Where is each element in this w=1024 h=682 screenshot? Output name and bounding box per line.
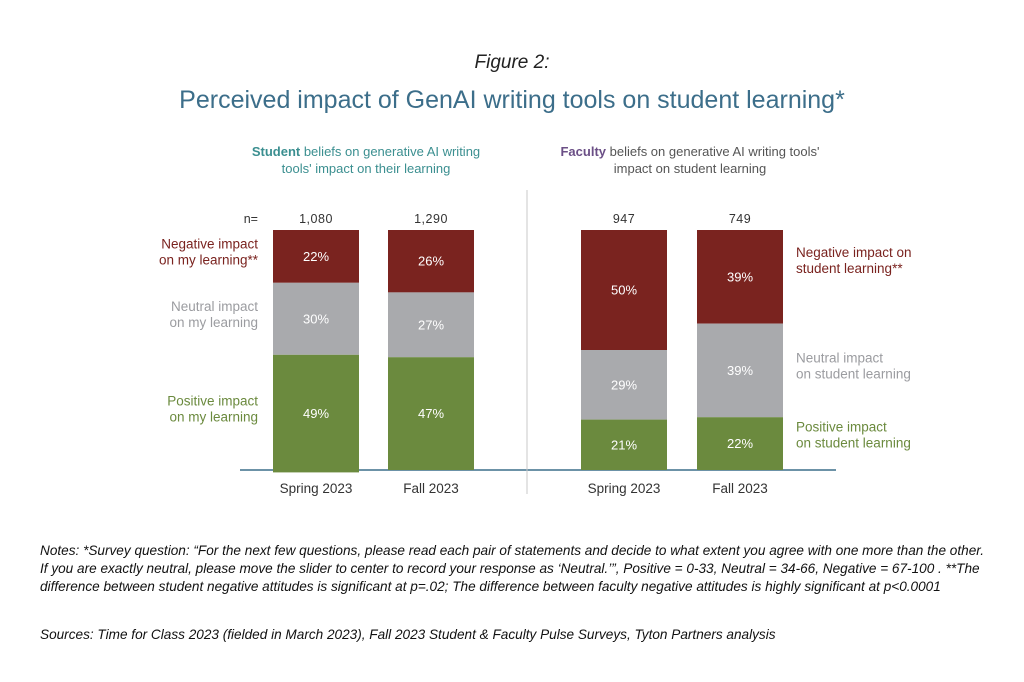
faculty-panel-heading: Faculty beliefs on generative AI writing… <box>558 143 822 177</box>
figure-label: Figure 2: <box>474 52 550 73</box>
faculty-panel-rest: beliefs on generative AI writing tools' … <box>606 144 820 176</box>
faculty-category-label-0: Spring 2023 <box>588 481 661 496</box>
student-bar-positive-1 <box>388 357 474 470</box>
student-legend-positive-line-1: on my learning <box>169 410 258 425</box>
faculty-legend-positive-line-0: Positive impact <box>796 420 887 435</box>
faculty-bar-negative-0 <box>581 230 667 350</box>
student-n-value-1: 1,290 <box>414 212 448 226</box>
faculty-legend-neutral-line-1: on student learning <box>796 366 911 381</box>
student-legend-positive-line-0: Positive impact <box>167 394 258 409</box>
student-legend-neutral-line-0: Neutral impact <box>171 299 258 314</box>
faculty-bar-positive-1 <box>697 417 783 470</box>
notes-text: Notes: *Survey question: “For the next f… <box>40 543 985 594</box>
student-legend-neutral-line-1: on my learning <box>169 315 258 330</box>
student-legend-negative-line-1: on my learning** <box>159 252 259 267</box>
faculty-legend-positive-line-1: on student learning <box>796 436 911 451</box>
student-data-label-positive-1: 47% <box>418 406 444 421</box>
faculty-data-label-positive-1: 22% <box>727 436 753 451</box>
faculty-data-label-positive-0: 21% <box>611 437 637 452</box>
student-legend-negative-line-0: Negative impact <box>161 236 258 251</box>
faculty-data-label-negative-0: 50% <box>611 283 637 298</box>
faculty-data-label-negative-1: 39% <box>727 269 753 284</box>
faculty-data-label-neutral-0: 29% <box>611 377 637 392</box>
student-data-label-negative-1: 26% <box>418 254 444 269</box>
faculty-bar-neutral-0 <box>581 350 667 420</box>
student-panel-heading: Student beliefs on generative AI writing… <box>240 143 492 177</box>
student-bar-negative-0 <box>273 230 359 283</box>
student-bar-positive-0 <box>273 354 359 473</box>
faculty-bar-neutral-1 <box>697 323 783 418</box>
student-panel-rest: beliefs on generative AI writing tools' … <box>281 144 481 176</box>
faculty-bar-positive-0 <box>581 419 667 470</box>
student-n-value-0: 1,080 <box>299 212 333 226</box>
stacked-bar-chart: 22% 30% 49% 1,080 Spring 2023 26% 27% 47% 1,290 F… <box>159 190 912 496</box>
faculty-bar-negative-1 <box>697 230 783 324</box>
student-bar-neutral-0 <box>273 282 359 355</box>
student-bar-negative-1 <box>388 230 474 293</box>
n-label: n= <box>244 212 258 226</box>
student-data-label-neutral-1: 27% <box>418 317 444 332</box>
student-category-label-0: Spring 2023 <box>280 481 353 496</box>
student-data-label-positive-0: 49% <box>303 406 329 421</box>
faculty-category-label-1: Fall 2023 <box>712 481 768 496</box>
student-category-label-1: Fall 2023 <box>403 481 459 496</box>
student-panel-lead: Student <box>251 144 301 159</box>
faculty-n-value-0: 947 <box>613 212 635 226</box>
faculty-legend-neutral-line-0: Neutral impact <box>796 350 883 365</box>
student-data-label-negative-0: 22% <box>303 249 329 264</box>
faculty-legend-negative-line-0: Negative impact on <box>796 245 912 260</box>
faculty-n-value-1: 749 <box>729 212 751 226</box>
faculty-panel-lead: Faculty <box>560 144 606 159</box>
faculty-data-label-neutral-1: 39% <box>727 363 753 378</box>
sources-text: Sources: Time for Class 2023 (fielded in… <box>40 627 776 642</box>
student-bar-neutral-1 <box>388 292 474 358</box>
student-data-label-neutral-0: 30% <box>303 311 329 326</box>
chart-title: Perceived impact of GenAI writing tools … <box>179 86 845 114</box>
faculty-legend-negative-line-1: student learning** <box>796 261 903 276</box>
